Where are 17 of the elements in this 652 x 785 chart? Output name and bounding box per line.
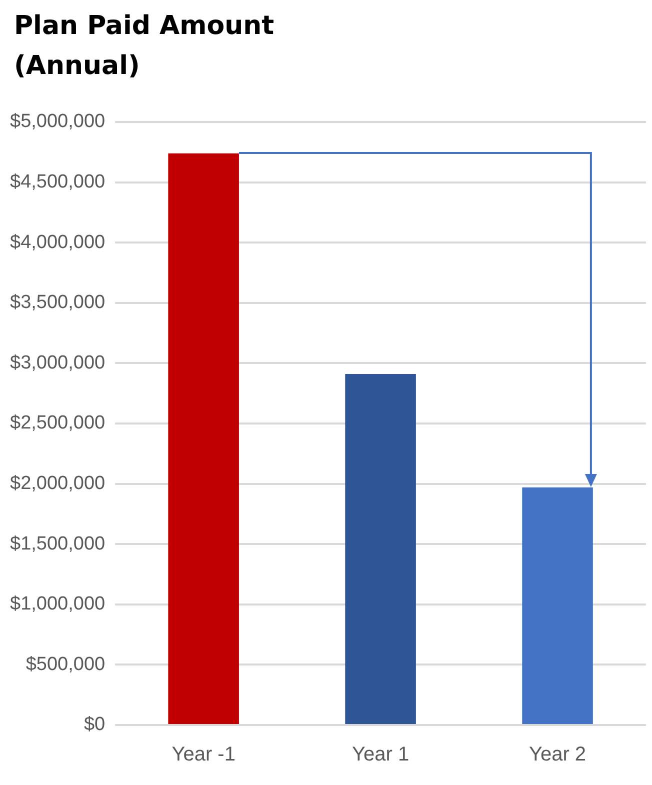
y-tick-label: $3,500,000 <box>10 292 106 314</box>
y-tick-label: $0 <box>84 714 106 736</box>
bar <box>345 374 416 724</box>
y-tick-label: $5,000,000 <box>10 111 106 132</box>
x-tick-label: Year 1 <box>352 744 410 766</box>
y-tick-label: $2,000,000 <box>10 473 106 494</box>
y-tick-label: $4,000,000 <box>10 232 106 253</box>
chart-title: Plan Paid Amount (Annual) <box>14 10 276 83</box>
y-tick-label: $4,500,000 <box>10 172 106 193</box>
y-tick-label: $500,000 <box>26 654 106 675</box>
x-tick-label: Year -1 <box>172 744 236 766</box>
x-tick-label: Year 2 <box>528 744 586 766</box>
y-tick-label: $3,000,000 <box>10 352 106 374</box>
bar <box>168 153 239 724</box>
y-tick-label: $1,000,000 <box>10 594 106 615</box>
y-tick-label: $2,500,000 <box>10 412 106 434</box>
y-tick-label: $1,500,000 <box>10 533 106 554</box>
